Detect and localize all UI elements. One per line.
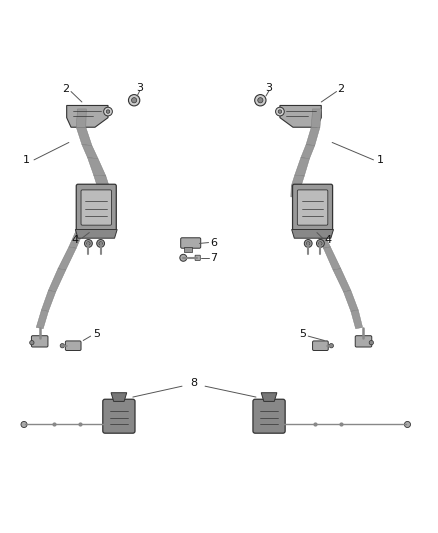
Text: 8: 8	[190, 378, 198, 388]
Polygon shape	[97, 186, 110, 198]
Polygon shape	[88, 158, 106, 176]
Text: 1: 1	[377, 155, 384, 165]
Text: 2: 2	[62, 84, 69, 94]
Text: 3: 3	[136, 83, 143, 93]
Polygon shape	[111, 393, 127, 401]
FancyBboxPatch shape	[253, 399, 285, 433]
Polygon shape	[280, 106, 321, 127]
Circle shape	[131, 98, 137, 103]
FancyBboxPatch shape	[76, 184, 116, 231]
Polygon shape	[291, 175, 304, 187]
Circle shape	[30, 341, 34, 345]
Polygon shape	[58, 247, 76, 270]
FancyBboxPatch shape	[181, 238, 201, 248]
Polygon shape	[78, 210, 93, 228]
Circle shape	[85, 239, 92, 247]
Text: 5: 5	[299, 329, 306, 339]
Polygon shape	[36, 310, 48, 329]
Polygon shape	[76, 127, 92, 146]
FancyBboxPatch shape	[65, 341, 81, 351]
Circle shape	[369, 341, 374, 345]
Polygon shape	[351, 310, 363, 329]
Text: 7: 7	[210, 253, 217, 263]
Circle shape	[404, 422, 410, 427]
FancyBboxPatch shape	[293, 184, 332, 231]
Polygon shape	[48, 269, 66, 292]
Polygon shape	[42, 290, 56, 311]
Polygon shape	[333, 269, 351, 292]
FancyBboxPatch shape	[32, 336, 48, 347]
Polygon shape	[311, 109, 321, 127]
Circle shape	[319, 241, 322, 245]
FancyBboxPatch shape	[297, 190, 328, 225]
Polygon shape	[184, 247, 191, 252]
Polygon shape	[75, 230, 117, 238]
Circle shape	[97, 239, 105, 247]
Polygon shape	[292, 230, 333, 238]
FancyBboxPatch shape	[81, 190, 112, 225]
Circle shape	[60, 344, 64, 348]
Polygon shape	[306, 210, 321, 228]
Text: 6: 6	[210, 238, 217, 247]
Text: 3: 3	[265, 83, 272, 93]
Polygon shape	[94, 175, 110, 187]
Polygon shape	[301, 144, 315, 158]
Text: 4: 4	[324, 235, 332, 245]
Polygon shape	[67, 106, 108, 127]
Circle shape	[307, 241, 310, 245]
Polygon shape	[314, 228, 330, 248]
Polygon shape	[295, 158, 310, 176]
Circle shape	[317, 239, 324, 247]
Polygon shape	[291, 186, 301, 198]
Circle shape	[106, 110, 110, 114]
Polygon shape	[306, 127, 320, 146]
Circle shape	[254, 94, 266, 106]
FancyBboxPatch shape	[313, 341, 328, 351]
Text: 5: 5	[93, 329, 100, 339]
Circle shape	[304, 239, 312, 247]
Polygon shape	[82, 144, 98, 158]
Circle shape	[180, 254, 187, 261]
FancyBboxPatch shape	[195, 255, 200, 261]
FancyBboxPatch shape	[355, 336, 372, 347]
FancyBboxPatch shape	[103, 399, 135, 433]
Polygon shape	[261, 393, 277, 401]
Circle shape	[276, 107, 284, 116]
Circle shape	[278, 110, 282, 114]
Circle shape	[21, 422, 27, 427]
Circle shape	[329, 344, 333, 348]
Circle shape	[99, 241, 102, 245]
Circle shape	[104, 107, 113, 116]
Polygon shape	[323, 247, 341, 270]
Circle shape	[258, 98, 263, 103]
Text: 2: 2	[337, 84, 344, 94]
Polygon shape	[69, 228, 85, 248]
Polygon shape	[343, 290, 358, 311]
Circle shape	[87, 241, 90, 245]
Circle shape	[128, 94, 140, 106]
Text: 4: 4	[72, 235, 79, 245]
Text: 1: 1	[23, 155, 30, 165]
Polygon shape	[76, 109, 86, 127]
